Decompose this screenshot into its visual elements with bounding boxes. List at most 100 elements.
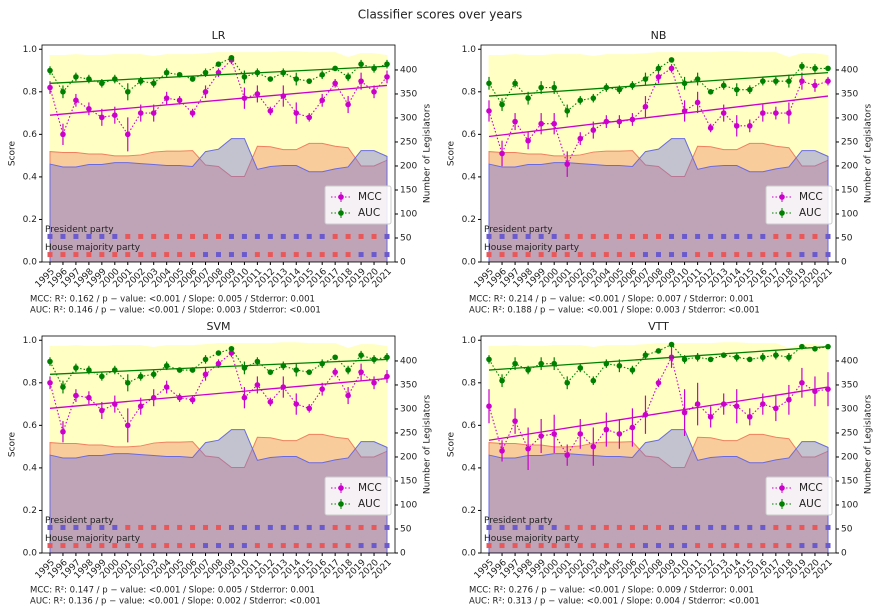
data-point [799, 343, 805, 350]
party-square [86, 252, 92, 258]
y2-tick-label: 150 [841, 185, 858, 195]
y2-axis-label: Number of Legislators [423, 395, 433, 495]
legend-marker [338, 210, 344, 216]
data-point [773, 405, 779, 412]
party-square [525, 524, 531, 530]
data-point [694, 354, 701, 361]
party-square [577, 524, 583, 530]
data-point [345, 392, 351, 399]
party-square [177, 543, 183, 549]
party-square [254, 233, 260, 239]
party-square [216, 543, 221, 549]
data-point [538, 84, 544, 91]
data-point [512, 118, 518, 125]
data-point [525, 367, 531, 373]
data-point [746, 414, 753, 420]
data-point [603, 360, 610, 367]
party-square [525, 543, 531, 549]
data-point [319, 360, 325, 367]
data-point [629, 424, 636, 431]
panel: President party House majority party 0.0 0.… [8, 29, 433, 316]
party-row-label: House majority party [484, 534, 580, 544]
party-square [358, 543, 364, 549]
data-point [215, 360, 222, 367]
stats-note: AUC: R²: 0.146 / p − value: <0.001 / Slo… [30, 306, 321, 316]
party-square [512, 252, 518, 258]
party-square [786, 543, 792, 549]
party-square [682, 252, 688, 258]
data-point [73, 392, 79, 399]
data-point [499, 150, 505, 157]
data-point [812, 345, 818, 352]
data-point [799, 78, 805, 84]
data-point [137, 78, 144, 84]
trend-line [488, 386, 829, 441]
party-square [293, 543, 299, 549]
party-square [358, 252, 364, 258]
party-square [708, 543, 714, 549]
data-point [60, 384, 66, 390]
y-tick-label: 0.0 [23, 549, 38, 559]
data-point [267, 369, 274, 375]
party-square [138, 524, 144, 530]
party-square [60, 524, 66, 530]
data-point [228, 54, 235, 61]
party-square [371, 543, 377, 549]
panel-title: SVM [207, 320, 231, 333]
y-tick-label: 0.8 [462, 87, 477, 97]
y-axis-label: Score [447, 431, 457, 457]
data-point [150, 110, 157, 116]
party-square [280, 543, 286, 549]
data-point [176, 71, 183, 78]
party-square [203, 543, 209, 549]
data-point [720, 82, 727, 89]
y2-tick-label: 300 [841, 113, 858, 123]
data-point [512, 418, 518, 424]
party-square [112, 233, 118, 239]
party-square [345, 252, 351, 258]
y-tick-label: 0.8 [23, 87, 38, 97]
party-square [267, 543, 273, 549]
party-square [629, 543, 635, 549]
party-square [603, 543, 609, 549]
party-square [203, 252, 209, 258]
data-point [720, 401, 727, 407]
y-tick-label: 0.4 [23, 463, 38, 473]
party-square [86, 543, 92, 549]
data-point [538, 433, 544, 439]
party-square [825, 543, 831, 549]
party-square [551, 524, 557, 530]
data-point [254, 382, 261, 388]
party-square [551, 543, 557, 549]
party-square [319, 252, 325, 258]
legend-label: MCC [799, 191, 823, 203]
y2-tick-label: 350 [400, 380, 417, 390]
y2-tick-label: 150 [400, 185, 417, 195]
data-point [616, 86, 623, 93]
trend-line [488, 95, 829, 138]
party-square [228, 524, 234, 530]
party-square [825, 524, 831, 530]
data-point [358, 352, 364, 358]
legislator-area [488, 138, 829, 262]
party-square [538, 252, 544, 258]
party-square [799, 252, 805, 258]
data-point [371, 89, 377, 95]
party-square [319, 233, 325, 239]
party-square [345, 543, 351, 549]
party-square [721, 252, 727, 258]
party-square [332, 543, 338, 549]
data-point [112, 367, 118, 373]
data-point [590, 127, 597, 133]
party-square [228, 233, 234, 239]
party-row-label: President party [484, 225, 553, 235]
party-row-label: House majority party [484, 243, 580, 253]
data-point [773, 78, 779, 84]
data-point [786, 397, 792, 403]
party-square [371, 524, 377, 530]
party-square [799, 233, 805, 239]
y-tick-label: 0.8 [23, 378, 38, 388]
data-point [564, 161, 571, 167]
stats-note: MCC: R²: 0.276 / p − value: <0.001 / Slo… [469, 586, 754, 596]
data-point [733, 86, 740, 93]
